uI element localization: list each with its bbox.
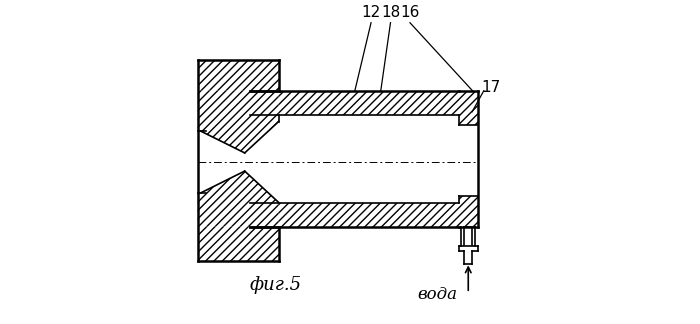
Polygon shape (197, 91, 279, 153)
Bar (458, 196, 478, 227)
Text: вода: вода (417, 286, 458, 303)
Text: 12: 12 (361, 6, 381, 20)
Bar (458, 91, 478, 125)
Bar (250, 202, 458, 227)
Polygon shape (197, 227, 279, 261)
Polygon shape (197, 171, 279, 227)
Text: 17: 17 (482, 80, 500, 95)
Text: 16: 16 (400, 6, 419, 20)
Polygon shape (197, 60, 279, 91)
Text: фиг.5: фиг.5 (249, 276, 302, 294)
Text: 18: 18 (381, 6, 400, 20)
Bar (250, 91, 458, 115)
